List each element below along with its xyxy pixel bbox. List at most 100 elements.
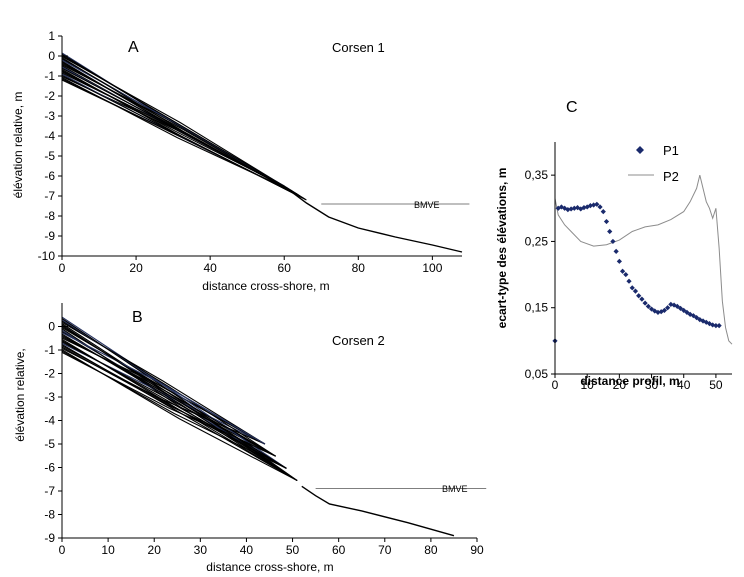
x-tick-label: 20 [148,543,162,557]
series-p1-point [697,317,703,323]
series-p1-point [687,311,693,317]
panel-a-label: A [128,39,139,56]
common-profile-line [291,191,463,253]
legend-p2-label: P2 [663,169,679,184]
x-tick-label: 0 [552,378,559,392]
y-tick-label: 0,05 [525,367,549,381]
series-p1-point [603,218,610,225]
panel-b: 0 -1 -2 -3 -4 -5 -6 -7 -8 -9 0 10 20 30 40 50 60 70 80 90 B… [13,303,487,574]
y-tick-label: -8 [44,209,55,223]
series-p1-point [645,303,651,309]
x-tick-label: 90 [470,543,484,557]
x-tick-label: 50 [709,378,723,392]
y-tick-label: -1 [44,69,55,83]
series-p1-point [652,308,658,314]
panel-a: 10-1-2-3-4-5-6-7-8-9-100 20 40 60 80 100 A Co… [11,29,470,293]
series-p1-point [568,206,574,212]
panel-c-series [552,175,733,345]
y-tick-label: -2 [44,367,55,381]
panel-c-ylabel: ecart-type des élévations, m [495,168,509,329]
y-tick-label: 0 [48,49,55,63]
panel-a-xlabel: distance cross-shore, m [202,279,329,293]
panel-c-ticks: 0,05 0,15 0,25 0,35 0 10 20 30 40 50 [525,168,723,392]
series-p1-point [632,288,639,294]
y-tick-label: -6 [44,169,55,183]
x-tick-label: 40 [677,378,691,392]
y-tick-label: 0,35 [525,168,549,182]
y-tick-label: 0,15 [525,301,549,315]
panel-c-xlabel: distance profil, m [580,374,679,388]
y-tick-label: -10 [38,249,56,263]
legend-p1-label: P1 [663,143,679,158]
profile-line [61,54,295,193]
x-tick-label: 50 [286,543,300,557]
panel-a-title: Corsen 1 [332,40,385,55]
series-p1-point [639,296,645,302]
profile-line [61,332,266,445]
x-tick-label: 40 [203,261,217,275]
panel-c-axes [554,142,732,375]
series-p1-point [558,204,565,210]
y-tick-label: 0 [48,320,55,334]
x-tick-label: 0 [59,543,66,557]
series-p1-point [629,285,635,291]
series-p1-point [694,315,700,321]
legend-p1-marker [636,146,644,154]
x-tick-label: 20 [613,378,627,392]
series-p1-point [655,309,661,315]
series-p1-point [571,205,577,211]
panel-a-bmve-label: BMVE [414,200,440,210]
series-p1-point [648,306,655,312]
x-tick-label: 60 [332,543,346,557]
panel-b-label: B [132,309,143,326]
profile-line [61,324,287,469]
profile-line [61,67,301,197]
series-p1-point [613,248,619,254]
panel-c-legend: P1 P2 [628,143,679,184]
x-tick-label: 20 [129,261,143,275]
y-tick-label: -3 [44,390,55,404]
panel-c-label: C [566,99,578,116]
panel-b-ticks: 0 -1 -2 -3 -4 -5 -6 -7 -8 -9 0 10 20 30 40 50 60 70 80 90 [44,320,484,558]
series-p1-point [610,238,616,245]
series-p1-point [703,319,709,325]
y-tick-label: -5 [44,437,55,451]
series-p1-point [591,202,597,208]
y-tick-label: -7 [44,189,55,203]
series-p1-point [642,300,648,306]
series-p1-point [674,303,680,309]
series-p1-point [681,307,687,313]
panel-b-bmve-label: BMVE [442,484,468,494]
series-p1-point [658,309,664,315]
series-p2-line [554,175,733,345]
y-tick-label: -7 [44,484,55,498]
x-tick-label: 30 [645,378,659,392]
panel-a-axes [61,36,462,257]
series-p1-point [623,271,629,278]
x-tick-label: 10 [101,543,115,557]
profile-line [61,333,298,482]
series-p1-point [607,228,613,235]
x-tick-label: 60 [278,261,292,275]
series-p1-point [684,309,690,315]
profile-line [61,317,298,482]
panel-b-profiles [61,316,455,537]
y-tick-label: -3 [44,109,55,123]
panel-b-xlabel: distance cross-shore, m [206,560,333,574]
profile-line [61,74,307,201]
series-p1-point [661,307,668,313]
series-p1-point [600,209,606,215]
series-p1-point [668,301,674,307]
y-tick-label: -2 [44,89,55,103]
profile-line [61,338,298,482]
series-p1-point [713,323,719,329]
x-tick-label: 10 [581,378,595,392]
y-tick-label: -8 [44,508,55,522]
y-tick-label: -1 [44,343,55,357]
panel-c: 0,05 0,15 0,25 0,35 0 10 20 30 40 50 C distance p… [495,99,733,392]
y-tick-label: -9 [44,531,55,545]
series-p1-point [716,323,722,329]
series-p1-point [597,204,603,210]
series-p1-point [706,321,713,327]
